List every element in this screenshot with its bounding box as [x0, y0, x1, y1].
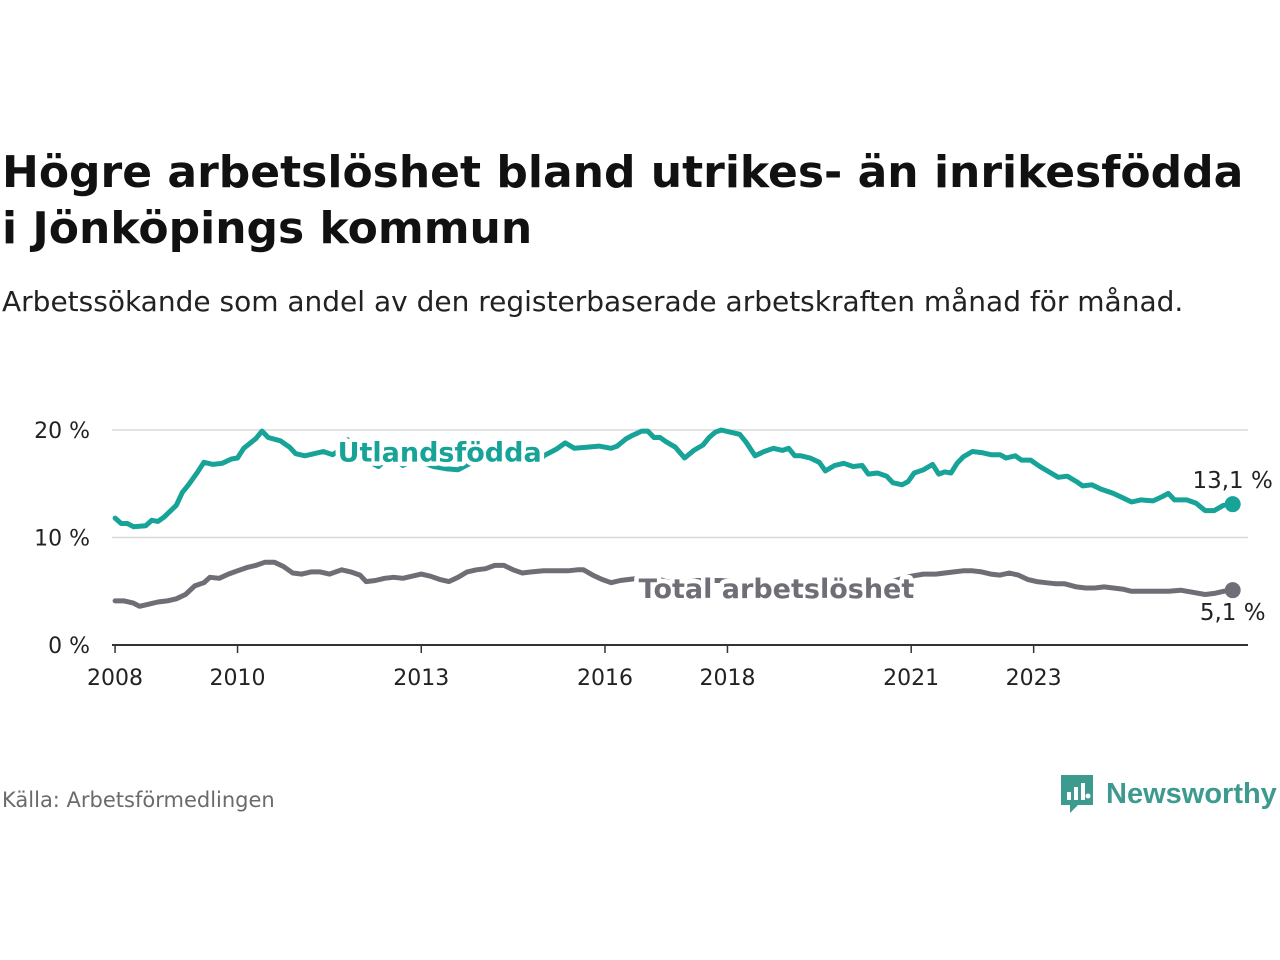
- end-point-utlandsf-dda: [1224, 496, 1241, 513]
- series-line-utlandsf-dda: [112, 427, 1236, 530]
- x-tick-label: 2013: [393, 666, 449, 691]
- series-lines: [112, 427, 1241, 609]
- chart-subtitle: Arbetssökande som andel av den registerb…: [2, 285, 1184, 318]
- x-tick-label: 2016: [577, 666, 633, 691]
- brand-name: Newsworthy: [1106, 777, 1277, 810]
- series-label: Utlandsfödda: [338, 438, 542, 469]
- chart-title: Högre arbetslöshet bland utrikes- än inr…: [2, 147, 1244, 254]
- end-value-label: 5,1 %: [1200, 600, 1266, 626]
- end-value-label: 13,1 %: [1192, 468, 1272, 494]
- x-tick-label: 2008: [87, 666, 143, 691]
- x-tick-label: 2021: [883, 666, 939, 691]
- x-axis: 2008 2010 2013 2016 2018 2021 2023: [87, 644, 1248, 691]
- y-tick-label: 20 %: [34, 419, 90, 444]
- series-labels: Utlandsfödda Total arbetslöshet 13,1 % 5,1 …: [333, 433, 1273, 626]
- x-tick-label: 2010: [210, 666, 266, 691]
- line-chart: 0 % 10 % 20 % 2008 2010 2013 2016 2018 2021 2023…: [34, 419, 1273, 691]
- y-axis-ticks: 0 % 10 % 20 %: [34, 419, 90, 659]
- series-line-total-arbetsl-shet: [112, 559, 1236, 609]
- y-tick-label: 10 %: [34, 527, 90, 552]
- x-tick-label: 2023: [1006, 666, 1062, 691]
- gridlines: [112, 429, 1248, 539]
- newsworthy-icon: [1061, 775, 1093, 813]
- y-tick-label: 0 %: [48, 634, 90, 659]
- end-point-total-arbetsl-shet: [1224, 582, 1241, 599]
- series-label: Total arbetslöshet: [639, 574, 915, 605]
- source-note: Källa: Arbetsförmedlingen: [2, 788, 275, 812]
- x-tick-label: 2018: [699, 666, 755, 691]
- brand-logo: Newsworthy: [1058, 772, 1277, 816]
